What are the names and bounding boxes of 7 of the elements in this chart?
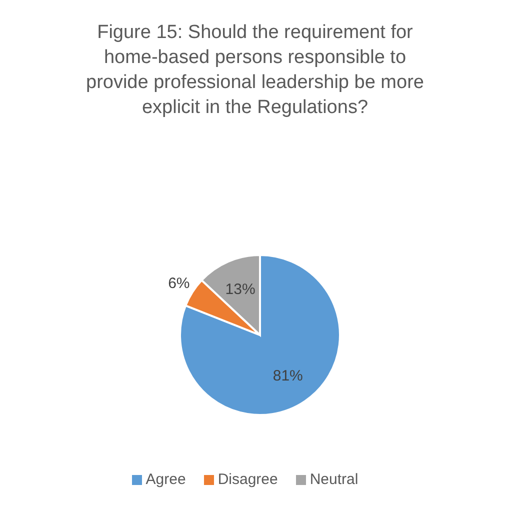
data-label: 6% <box>168 275 190 292</box>
legend-label: Neutral <box>310 471 358 488</box>
data-label: 13% <box>225 280 256 298</box>
chart-title: Figure 15: Should the requirement for home-based persons responsible to provide professional leadership be more explicit in the Regulations? <box>85 21 425 120</box>
data-label: 81% <box>272 368 303 385</box>
legend-label: Disagree <box>218 471 278 488</box>
legend-label: Agree <box>146 471 186 488</box>
